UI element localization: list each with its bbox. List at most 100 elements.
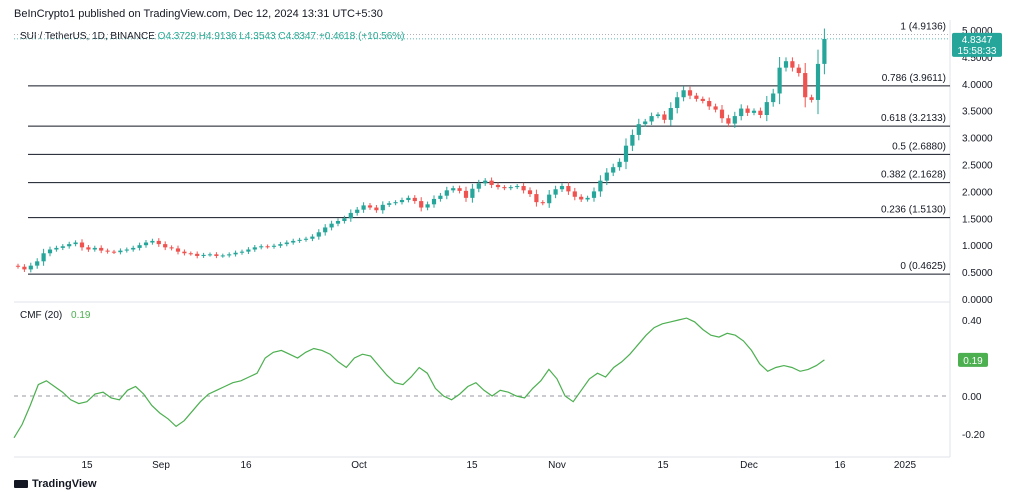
candle-body xyxy=(163,244,168,248)
candle-body xyxy=(361,205,366,210)
price-tick-label: 3.0000 xyxy=(962,134,993,145)
candle-body xyxy=(105,250,110,252)
candle-body xyxy=(329,223,334,228)
candle-body xyxy=(252,247,257,250)
candle-body xyxy=(239,251,245,253)
candle-body xyxy=(687,90,693,96)
time-tick-label: 16 xyxy=(240,460,252,471)
candle-body xyxy=(783,61,789,68)
cmf-tag xyxy=(958,352,988,367)
cmf-label: CMF (20) xyxy=(20,310,63,321)
candle-body xyxy=(342,218,347,221)
tradingview-logo-text: TradingView xyxy=(32,478,97,490)
candle-body xyxy=(476,183,481,189)
cmf-line xyxy=(13,317,825,439)
candle-body xyxy=(495,184,501,188)
candle-body xyxy=(175,248,181,252)
candle-body xyxy=(527,190,533,195)
candle-body xyxy=(444,190,449,196)
cmf-tag-value: 0.19 xyxy=(963,356,983,367)
candle-body xyxy=(99,247,104,251)
candle-body xyxy=(470,188,475,198)
candle-body xyxy=(630,134,635,146)
candle-body xyxy=(540,202,545,204)
candle-body xyxy=(188,253,193,255)
candle-body xyxy=(508,187,513,189)
price-tick-label: 1.5000 xyxy=(962,214,993,225)
price-tick-label: 1.0000 xyxy=(962,241,993,252)
price-tick-label: 3.5000 xyxy=(962,107,993,118)
candle-body xyxy=(412,197,417,202)
candle-body xyxy=(355,209,360,213)
candle-body xyxy=(207,254,213,256)
candle-body xyxy=(54,247,59,250)
candle-body xyxy=(572,191,577,197)
candle-body xyxy=(73,242,78,245)
price-tag xyxy=(952,32,1002,57)
candle-body xyxy=(22,266,27,270)
candle-body xyxy=(803,73,808,98)
candle-body xyxy=(143,242,149,246)
candle-body xyxy=(131,247,136,250)
candle-body xyxy=(367,205,373,208)
candle-body xyxy=(406,197,411,201)
candle-body xyxy=(259,246,264,248)
candle-body xyxy=(463,190,469,198)
candle-body xyxy=(591,191,597,198)
price-tick-label: 5.0000 xyxy=(962,26,993,37)
candle-body xyxy=(681,90,686,98)
fib-label: 0.786 (3.9611) xyxy=(882,73,946,84)
candle-body xyxy=(195,253,200,256)
candle-body xyxy=(694,95,699,99)
time-tick-label: Sep xyxy=(152,460,170,471)
candle-body xyxy=(124,249,129,251)
candle-body xyxy=(745,108,750,113)
candle-body xyxy=(111,251,117,253)
candle-body xyxy=(278,244,283,246)
candle-body xyxy=(35,261,40,266)
candle-body xyxy=(214,254,219,256)
candle-body xyxy=(335,220,341,224)
candle-body xyxy=(579,196,584,200)
candle-body xyxy=(316,232,321,237)
candle-body xyxy=(233,252,238,255)
price-tick-label: 4.5000 xyxy=(962,53,993,64)
symbol-name: SUI / TetherUS, 1D, BINANCE xyxy=(20,31,155,42)
candle-body xyxy=(169,247,174,249)
candle-body xyxy=(521,186,526,191)
time-tick-label: Nov xyxy=(548,460,566,471)
candle-body xyxy=(732,116,737,124)
candle-body xyxy=(764,102,769,116)
candle-body xyxy=(271,245,277,247)
candle-body xyxy=(86,247,91,250)
time-tick-label: 16 xyxy=(834,460,846,471)
cmf-value: 0.19 xyxy=(71,310,91,321)
candle-body xyxy=(297,239,302,241)
candle-body xyxy=(374,207,379,211)
candle-body xyxy=(668,108,673,120)
candle-body xyxy=(47,249,53,254)
candle-body xyxy=(790,61,795,68)
candle-body xyxy=(438,195,443,199)
candle-body xyxy=(399,200,405,203)
candle-body xyxy=(655,114,661,117)
candle-body xyxy=(822,38,827,64)
candle-body xyxy=(265,246,270,248)
candle-body xyxy=(713,106,718,110)
candle-body xyxy=(284,242,289,245)
publisher-credit: BeInCrypto1 published on TradingView.com… xyxy=(14,8,383,20)
candle-body xyxy=(547,194,552,204)
candle-body xyxy=(15,265,21,267)
candle-body xyxy=(758,110,763,116)
candle-body xyxy=(553,189,558,195)
price-tick-label: 0.5000 xyxy=(962,268,993,279)
fib-label: 0.5 (2.6880) xyxy=(892,141,946,152)
candle-body xyxy=(348,212,353,219)
candle-body xyxy=(156,240,161,245)
candle-body xyxy=(303,238,309,240)
fib-label: 0.618 (3.2133) xyxy=(881,113,946,124)
price-tag-countdown: 15:58:33 xyxy=(958,46,997,57)
candle-body xyxy=(291,240,296,243)
time-tick-label: Dec xyxy=(740,460,758,471)
